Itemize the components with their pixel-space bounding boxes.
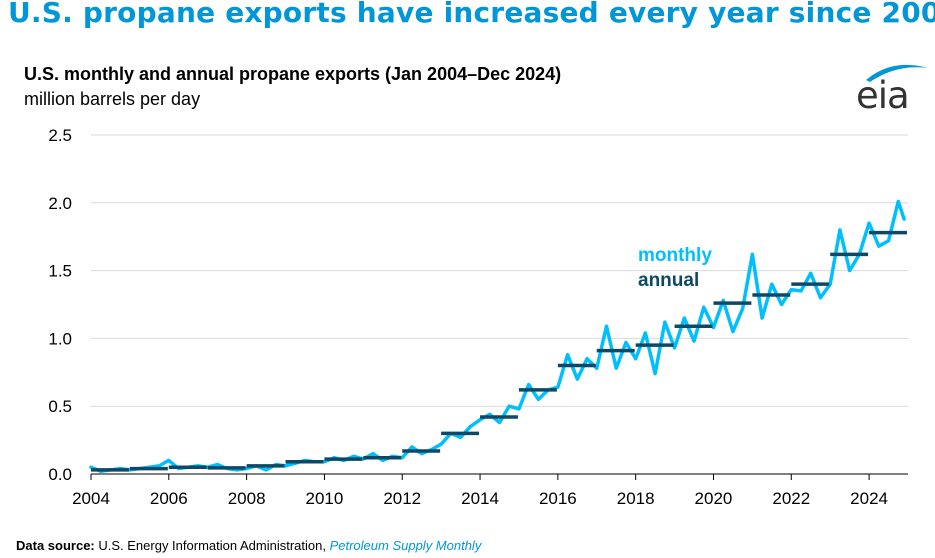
y-tick-label: 0.5: [48, 397, 72, 416]
y-tick-label: 0.0: [48, 465, 72, 484]
eia-logo-text: eia: [856, 74, 910, 117]
x-tick-label: 2022: [772, 489, 810, 508]
chart-subtitle: million barrels per day: [24, 89, 201, 109]
legend-monthly-label: monthly: [638, 245, 712, 266]
x-tick-label: 2004: [72, 489, 110, 508]
x-tick-label: 2012: [383, 489, 421, 508]
y-tick-label: 2.0: [48, 194, 72, 213]
y-tick-label: 1.0: [48, 329, 72, 348]
x-tick-label: 2006: [150, 489, 188, 508]
chart-title: U.S. monthly and annual propane exports …: [24, 64, 562, 84]
headline: U.S. propane exports have increased ever…: [8, 0, 935, 29]
data-source-text: U.S. Energy Information Administration,: [94, 538, 330, 553]
y-tick-label: 1.5: [48, 262, 72, 281]
monthly-series-line: [89, 199, 906, 474]
x-tick-label: 2024: [850, 489, 888, 508]
x-tick-label: 2018: [617, 489, 655, 508]
eia-logo: eia: [852, 60, 928, 117]
data-source-label: Data source:: [16, 538, 95, 553]
x-tick-label: 2008: [228, 489, 266, 508]
x-tick-label: 2016: [539, 489, 577, 508]
x-tick-label: 2014: [461, 489, 499, 508]
propane-exports-chart: 0.0 0.5 1.0 1.5 2.0 2.5 2004 2006 2008 2010 2012 20…: [48, 126, 908, 508]
data-source-publication: Petroleum Supply Monthly: [329, 538, 482, 553]
x-tick-label: 2020: [695, 489, 733, 508]
eia-logo-swoosh-icon: [866, 64, 928, 82]
legend-annual-label: annual: [638, 270, 699, 291]
y-tick-label: 2.5: [48, 126, 72, 145]
data-source: Data source: U.S. Energy Information Adm…: [16, 538, 481, 553]
x-tick-label: 2010: [306, 489, 344, 508]
